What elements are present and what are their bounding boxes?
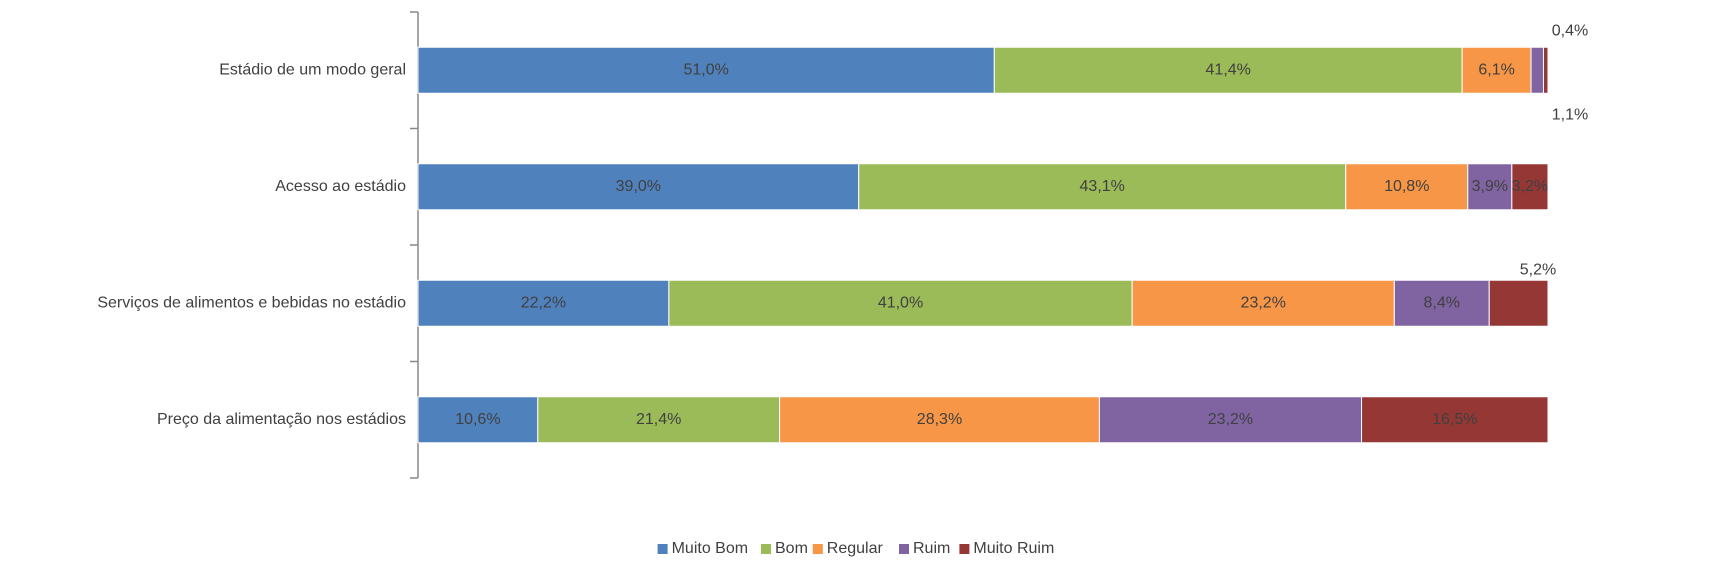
bar-segment (417, 46, 995, 94)
data-label: 3,2% (1512, 178, 1548, 195)
data-label: 41,4% (1206, 61, 1251, 78)
data-label: 3,9% (1472, 178, 1508, 195)
data-label: 23,2% (1241, 294, 1286, 311)
legend-swatch (899, 544, 909, 554)
bar-segment (1131, 279, 1395, 327)
bar-segment (417, 279, 670, 327)
bar-segment (1345, 163, 1469, 211)
category-label: Estádio de um modo geral (219, 61, 406, 78)
data-label: 41,0% (878, 294, 923, 311)
bar-segment (417, 396, 539, 444)
data-label: 43,1% (1080, 178, 1125, 195)
data-label: 22,2% (521, 294, 566, 311)
bar-segment (1467, 163, 1513, 211)
legend-label: Regular (827, 540, 884, 557)
legend-label: Bom (775, 540, 808, 557)
legend-label: Muito Bom (672, 540, 748, 557)
data-label: 51,0% (683, 61, 728, 78)
data-label: 10,6% (455, 411, 500, 428)
legend-label: Ruim (913, 540, 950, 557)
category-label: Preço da alimentação nos estádios (157, 411, 406, 428)
bar-segment (1530, 46, 1544, 94)
data-label: 28,3% (917, 411, 962, 428)
bar-segment (1393, 279, 1490, 327)
legend-swatch (761, 544, 771, 554)
data-label: 21,4% (636, 411, 681, 428)
category-label: Acesso ao estádio (275, 178, 406, 195)
data-label: 1,1% (1552, 106, 1588, 123)
legend-label: Muito Ruim (973, 540, 1054, 557)
data-label: 39,0% (616, 178, 661, 195)
data-label: 0,4% (1552, 22, 1588, 39)
data-label: 5,2% (1520, 261, 1556, 278)
bar-segment (537, 396, 781, 444)
data-label: 10,8% (1384, 178, 1429, 195)
data-label: 8,4% (1424, 294, 1460, 311)
bar-segment (668, 279, 1133, 327)
category-label: Serviços de alimentos e bebidas no estád… (97, 294, 406, 311)
bar-segment (858, 163, 1347, 211)
legend-swatch (959, 544, 970, 554)
data-label: 23,2% (1208, 411, 1253, 428)
data-label: 16,5% (1432, 411, 1477, 428)
legend-swatch (812, 544, 823, 554)
bar-segment (1488, 279, 1549, 327)
legend-swatch (657, 544, 668, 554)
bar-segment (1511, 163, 1549, 211)
bar-segment (417, 163, 860, 211)
data-label: 6,1% (1478, 61, 1514, 78)
bar-segment (1361, 396, 1549, 444)
bar-segment (1542, 46, 1549, 94)
